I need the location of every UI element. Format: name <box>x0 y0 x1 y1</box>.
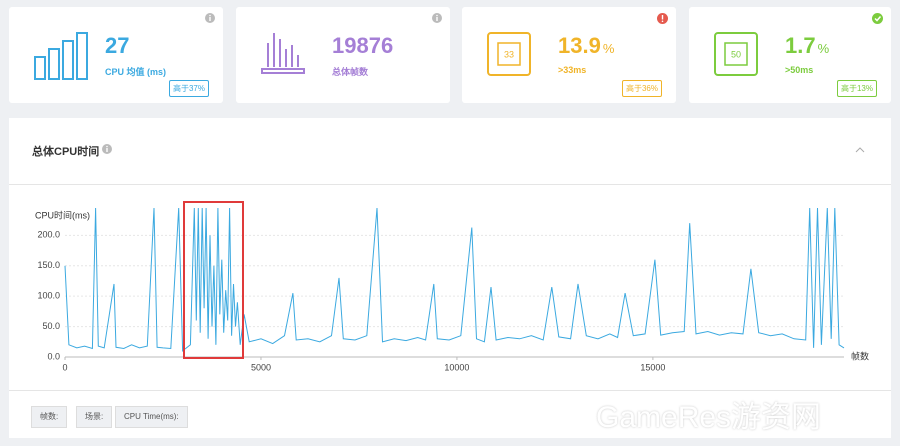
panel-title: 总体CPU时间 <box>32 146 100 158</box>
value-text: 1.7 <box>785 33 816 58</box>
card-badge: 高于13% <box>836 80 877 97</box>
icon-text: 50 <box>731 49 741 59</box>
card: 33 13.9% >33ms 高于36% <box>462 7 676 103</box>
y-tick-label: 200.0 <box>37 230 60 240</box>
warning-icon[interactable] <box>657 13 668 24</box>
divider <box>9 184 891 185</box>
filter-button[interactable]: CPU Time(ms): <box>115 406 188 428</box>
card-label: 总体帧数 <box>332 67 369 77</box>
watermark: GameRes游资网 <box>596 401 822 434</box>
x-tick-label: 10000 <box>444 362 469 372</box>
x-tick-label: 15000 <box>640 362 665 372</box>
info-icon[interactable] <box>205 13 215 23</box>
icon: 33 <box>487 32 531 76</box>
x-axis-label: 帧数 <box>851 350 869 361</box>
y-tick-label: 150.0 <box>37 260 60 270</box>
card-value: 13.9% <box>558 33 614 59</box>
card-label: CPU 均值 (ms) <box>105 67 167 77</box>
y-axis-label: CPU时间(ms) <box>35 209 90 220</box>
card-value: 19876 <box>332 33 394 58</box>
icon <box>261 33 305 74</box>
info-icon[interactable] <box>432 13 442 23</box>
x-tick-label: 5000 <box>251 362 271 372</box>
info-icon[interactable] <box>102 144 112 154</box>
y-tick-label: 100.0 <box>37 291 60 301</box>
icon-text: 33 <box>504 49 514 59</box>
value-unit: % <box>817 41 830 56</box>
value-text: 13.9 <box>558 33 601 58</box>
card-badge: 高于36% <box>621 80 662 97</box>
icon <box>34 32 88 80</box>
collapse-icon[interactable] <box>855 146 865 154</box>
card: 27 CPU 均值 (ms) 高于37% <box>9 7 223 103</box>
value-unit: % <box>602 41 615 56</box>
cpu-time-line <box>64 208 845 352</box>
card-label: >50ms <box>785 65 814 75</box>
filter-button[interactable]: 场景: <box>76 406 113 428</box>
ok-icon[interactable] <box>872 13 883 24</box>
card: 19876 总体帧数 <box>236 7 450 103</box>
x-tick-label: 0 <box>62 362 67 372</box>
filter-button[interactable]: 帧数: <box>31 406 68 428</box>
highlight-box <box>183 201 244 359</box>
card-value: 27 <box>105 33 130 58</box>
card-value: 1.7% <box>785 33 829 59</box>
card-badge: 高于37% <box>168 80 209 97</box>
y-tick-label: 50.0 <box>42 321 60 331</box>
divider <box>9 390 891 391</box>
card-label: >33ms <box>558 65 587 75</box>
icon: 50 <box>714 32 758 76</box>
card: 50 1.7% >50ms 高于13% <box>689 7 891 103</box>
y-tick-label: 0.0 <box>47 351 60 361</box>
